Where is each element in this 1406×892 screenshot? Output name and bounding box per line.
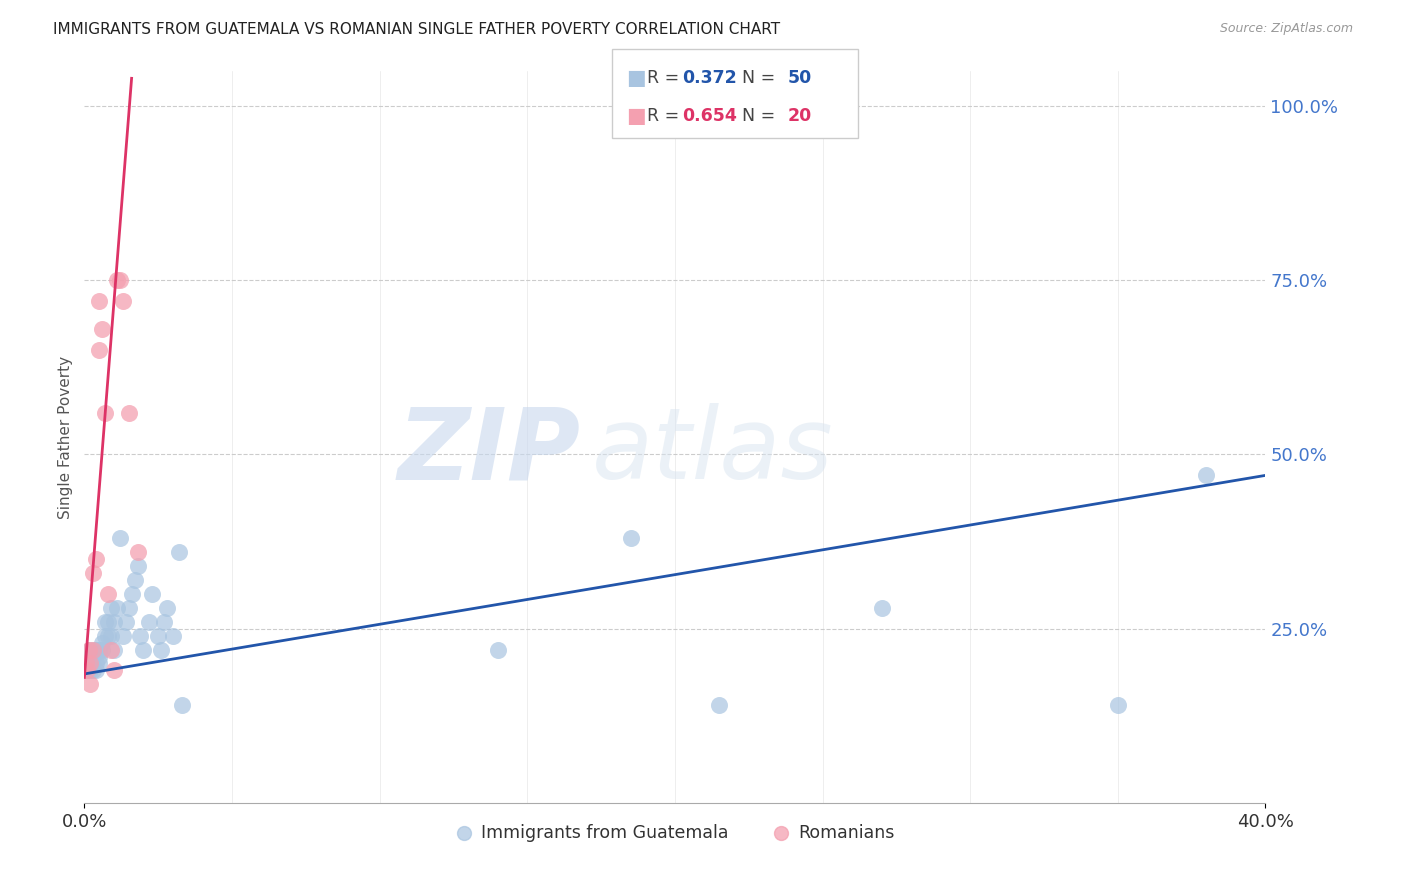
Point <box>87 657 111 671</box>
Point <box>132 642 155 657</box>
Point <box>118 600 141 615</box>
Point <box>84 657 107 671</box>
Point <box>97 629 120 643</box>
Point <box>121 587 143 601</box>
Point <box>79 657 101 671</box>
Point <box>91 642 114 657</box>
Point <box>486 642 509 657</box>
Text: ■: ■ <box>626 106 645 126</box>
Legend: Immigrants from Guatemala, Romanians: Immigrants from Guatemala, Romanians <box>449 817 901 849</box>
Point <box>127 545 149 559</box>
Point <box>97 615 120 629</box>
Point <box>94 406 117 420</box>
Text: N =: N = <box>742 69 782 87</box>
Text: R =: R = <box>647 69 685 87</box>
Point <box>82 566 104 580</box>
Point <box>1107 698 1129 713</box>
Point <box>103 664 125 678</box>
Point <box>79 642 101 657</box>
Text: 0.372: 0.372 <box>682 69 737 87</box>
Point <box>150 642 173 657</box>
Point <box>111 629 134 643</box>
Point <box>105 600 128 615</box>
Text: R =: R = <box>647 107 685 125</box>
Point <box>82 664 104 678</box>
Point <box>138 615 160 629</box>
Point <box>148 629 170 643</box>
Point <box>75 664 97 678</box>
Point <box>162 629 184 643</box>
Point <box>118 406 141 420</box>
Point <box>77 642 100 657</box>
Point <box>100 600 122 615</box>
Text: ZIP: ZIP <box>398 403 581 500</box>
Point <box>82 649 104 664</box>
Point <box>83 642 105 657</box>
Text: atlas: atlas <box>592 403 834 500</box>
Point <box>84 642 107 657</box>
Point <box>153 615 176 629</box>
Point <box>87 642 111 657</box>
Point <box>87 294 111 309</box>
Point <box>167 545 190 559</box>
Point <box>94 629 117 643</box>
Point <box>124 573 146 587</box>
Point <box>79 677 101 691</box>
Point <box>105 273 128 287</box>
Text: ■: ■ <box>626 68 645 87</box>
Point <box>709 698 731 713</box>
Point <box>97 587 120 601</box>
Point <box>1195 468 1218 483</box>
Point <box>170 698 193 713</box>
Point <box>76 664 98 678</box>
Point <box>75 657 97 671</box>
Point <box>82 642 104 657</box>
Point <box>108 273 131 287</box>
Text: Source: ZipAtlas.com: Source: ZipAtlas.com <box>1219 22 1353 36</box>
Point <box>141 587 163 601</box>
Point <box>87 343 111 357</box>
Point <box>108 531 131 545</box>
Point <box>76 657 98 671</box>
Point <box>156 600 179 615</box>
Point <box>111 294 134 309</box>
Point <box>620 531 643 545</box>
Point <box>80 657 103 671</box>
Point <box>77 649 100 664</box>
Point <box>84 664 107 678</box>
Point <box>114 615 136 629</box>
Point <box>91 635 114 649</box>
Point <box>870 600 893 615</box>
Text: 50: 50 <box>787 69 811 87</box>
Point <box>100 642 122 657</box>
Point <box>100 629 122 643</box>
Point <box>127 558 149 573</box>
Text: 0.654: 0.654 <box>682 107 737 125</box>
Point <box>84 552 107 566</box>
Point <box>129 629 152 643</box>
Point <box>91 322 114 336</box>
Y-axis label: Single Father Poverty: Single Father Poverty <box>58 356 73 518</box>
Point <box>87 649 111 664</box>
Text: N =: N = <box>742 107 782 125</box>
Point <box>103 615 125 629</box>
Text: IMMIGRANTS FROM GUATEMALA VS ROMANIAN SINGLE FATHER POVERTY CORRELATION CHART: IMMIGRANTS FROM GUATEMALA VS ROMANIAN SI… <box>53 22 780 37</box>
Text: 20: 20 <box>787 107 811 125</box>
Point <box>94 615 117 629</box>
Point <box>103 642 125 657</box>
Point <box>79 664 101 678</box>
